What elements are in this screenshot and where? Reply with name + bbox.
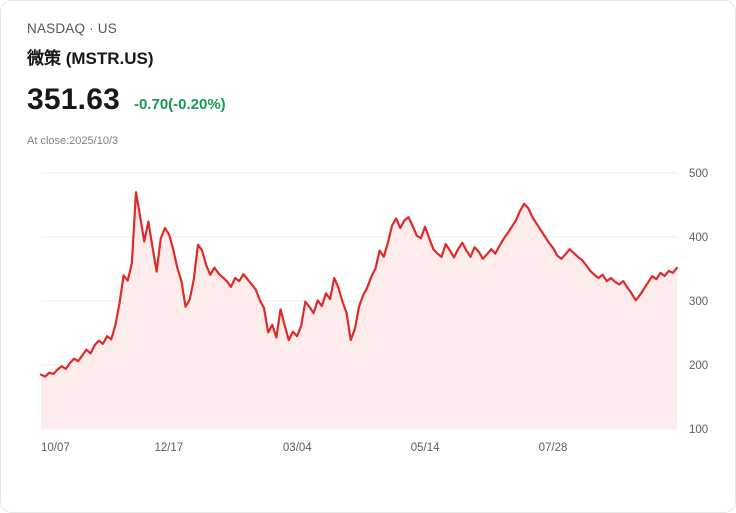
y-axis-tick-label: 400 [689, 232, 708, 244]
x-axis-tick-label: 03/04 [283, 442, 312, 454]
y-axis-tick-label: 100 [689, 424, 708, 436]
price-row: 351.63 -0.70(-0.20%) [27, 83, 709, 117]
x-axis-tick-label: 05/14 [411, 442, 440, 454]
price-chart[interactable]: 100 200 300 400 500 10/07 12/17 03/04 05/14 07/28 [1, 163, 735, 468]
price-change: -0.70(-0.20%) [133, 96, 226, 113]
x-axis-tick-label: 07/28 [539, 442, 568, 454]
x-axis-tick-label: 10/07 [41, 442, 70, 454]
stock-name: 微策 (MSTR.US) [27, 49, 154, 68]
price-line [39, 191, 679, 378]
price-chart-svg[interactable]: 100 200 300 400 500 10/07 12/17 03/04 05/14 07/28 [23, 163, 723, 463]
as-of-date: At close:2025/10/3 [27, 135, 119, 147]
exchange-info: NASDAQ · US [27, 21, 117, 36]
stock-header: NASDAQ · US 微策 (MSTR.US) 351.63 -0.70(-0… [1, 1, 735, 147]
y-axis-tick-label: 200 [689, 360, 708, 372]
stock-price: 351.63 [27, 83, 120, 116]
x-axis-tick-label: 12/17 [154, 442, 183, 454]
y-axis-tick-label: 500 [689, 168, 708, 180]
y-axis-tick-label: 300 [689, 296, 708, 308]
